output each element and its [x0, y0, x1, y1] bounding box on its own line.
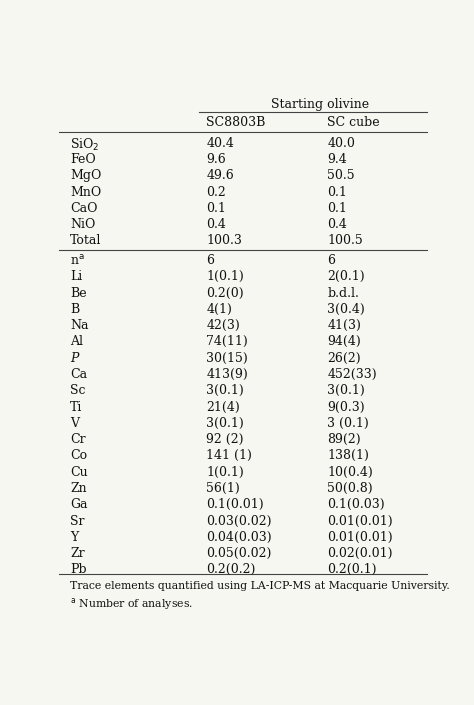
Text: Total: Total: [70, 235, 101, 247]
Text: 30(15): 30(15): [206, 352, 248, 364]
Text: 1(0.1): 1(0.1): [206, 466, 244, 479]
Text: 40.0: 40.0: [328, 137, 356, 149]
Text: CaO: CaO: [70, 202, 98, 215]
Text: 0.05(0.02): 0.05(0.02): [206, 547, 272, 560]
Text: 452(33): 452(33): [328, 368, 377, 381]
Text: 50(0.8): 50(0.8): [328, 482, 373, 495]
Text: Be: Be: [70, 286, 87, 300]
Text: SC cube: SC cube: [328, 116, 380, 129]
Text: Ca: Ca: [70, 368, 87, 381]
Text: 94(4): 94(4): [328, 336, 361, 348]
Text: 2(0.1): 2(0.1): [328, 270, 365, 283]
Text: b.d.l.: b.d.l.: [328, 286, 359, 300]
Text: 26(2): 26(2): [328, 352, 361, 364]
Text: 100.3: 100.3: [206, 235, 242, 247]
Text: NiO: NiO: [70, 218, 96, 231]
Text: Zn: Zn: [70, 482, 87, 495]
Text: $^{\rm a}$ Number of analyses.: $^{\rm a}$ Number of analyses.: [70, 596, 193, 612]
Text: Trace elements quantified using LA-ICP-MS at Macquarie University.: Trace elements quantified using LA-ICP-M…: [70, 581, 450, 591]
Text: 9(0.3): 9(0.3): [328, 400, 365, 414]
Text: 0.03(0.02): 0.03(0.02): [206, 515, 272, 527]
Text: V: V: [70, 417, 79, 430]
Text: 3(0.1): 3(0.1): [206, 417, 244, 430]
Text: 0.02(0.01): 0.02(0.01): [328, 547, 393, 560]
Text: 6: 6: [206, 254, 214, 267]
Text: 4(1): 4(1): [206, 303, 232, 316]
Text: 0.1(0.03): 0.1(0.03): [328, 498, 385, 511]
Text: 3 (0.1): 3 (0.1): [328, 417, 369, 430]
Text: 74(11): 74(11): [206, 336, 248, 348]
Text: Sr: Sr: [70, 515, 85, 527]
Text: 0.2: 0.2: [206, 185, 226, 199]
Text: FeO: FeO: [70, 153, 96, 166]
Text: 138(1): 138(1): [328, 449, 369, 462]
Text: Pb: Pb: [70, 563, 87, 577]
Text: SC8803B: SC8803B: [206, 116, 265, 129]
Text: Li: Li: [70, 270, 82, 283]
Text: Sc: Sc: [70, 384, 86, 397]
Text: 50.5: 50.5: [328, 169, 355, 183]
Text: 100.5: 100.5: [328, 235, 363, 247]
Text: 141 (1): 141 (1): [206, 449, 252, 462]
Text: 42(3): 42(3): [206, 319, 240, 332]
Text: Al: Al: [70, 336, 83, 348]
Text: 3(0.1): 3(0.1): [328, 384, 365, 397]
Text: n$^{\rm a}$: n$^{\rm a}$: [70, 254, 85, 268]
Text: B: B: [70, 303, 80, 316]
Text: 0.4: 0.4: [206, 218, 226, 231]
Text: P: P: [70, 352, 79, 364]
Text: MgO: MgO: [70, 169, 101, 183]
Text: 0.01(0.01): 0.01(0.01): [328, 515, 393, 527]
Text: 6: 6: [328, 254, 336, 267]
Text: Cr: Cr: [70, 433, 86, 446]
Text: 9.4: 9.4: [328, 153, 347, 166]
Text: 49.6: 49.6: [206, 169, 234, 183]
Text: Ti: Ti: [70, 400, 82, 414]
Text: 0.1: 0.1: [328, 202, 347, 215]
Text: Co: Co: [70, 449, 87, 462]
Text: 0.4: 0.4: [328, 218, 347, 231]
Text: 21(4): 21(4): [206, 400, 240, 414]
Text: 0.1: 0.1: [206, 202, 226, 215]
Text: 10(0.4): 10(0.4): [328, 466, 373, 479]
Text: 0.2(0.1): 0.2(0.1): [328, 563, 377, 577]
Text: Y: Y: [70, 531, 79, 544]
Text: MnO: MnO: [70, 185, 101, 199]
Text: 0.1(0.01): 0.1(0.01): [206, 498, 264, 511]
Text: 1(0.1): 1(0.1): [206, 270, 244, 283]
Text: Zr: Zr: [70, 547, 85, 560]
Text: Na: Na: [70, 319, 89, 332]
Text: 0.2(0): 0.2(0): [206, 286, 244, 300]
Text: 89(2): 89(2): [328, 433, 361, 446]
Text: 0.01(0.01): 0.01(0.01): [328, 531, 393, 544]
Text: Ga: Ga: [70, 498, 88, 511]
Text: 41(3): 41(3): [328, 319, 361, 332]
Text: 40.4: 40.4: [206, 137, 234, 149]
Text: 3(0.1): 3(0.1): [206, 384, 244, 397]
Text: Starting olivine: Starting olivine: [271, 98, 369, 111]
Text: Cu: Cu: [70, 466, 88, 479]
Text: 413(9): 413(9): [206, 368, 248, 381]
Text: 0.1: 0.1: [328, 185, 347, 199]
Text: 0.2(0.2): 0.2(0.2): [206, 563, 255, 577]
Text: SiO$_2$: SiO$_2$: [70, 137, 100, 153]
Text: 92 (2): 92 (2): [206, 433, 244, 446]
Text: 56(1): 56(1): [206, 482, 240, 495]
Text: 9.6: 9.6: [206, 153, 226, 166]
Text: 3(0.4): 3(0.4): [328, 303, 365, 316]
Text: 0.04(0.03): 0.04(0.03): [206, 531, 272, 544]
